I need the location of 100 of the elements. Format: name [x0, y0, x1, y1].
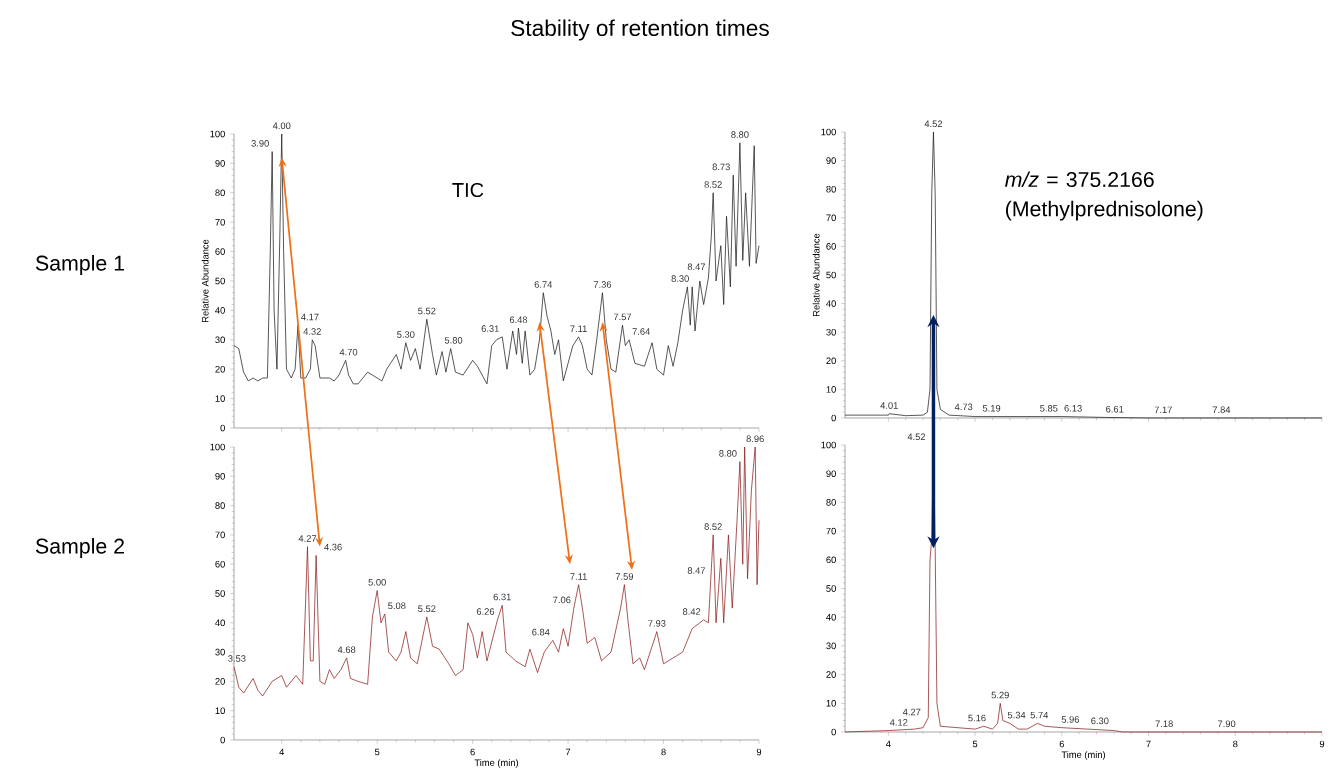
annotation: 4.36 [324, 543, 342, 551]
y-tick-label: 70 [215, 218, 225, 226]
annotation: 6.26 [476, 608, 495, 615]
y-axis-title: Relative Abundance [201, 239, 209, 322]
annotation: 8.80 [719, 450, 737, 457]
annotation: 7.11 [570, 325, 587, 332]
x-tick-label: 6 [470, 748, 475, 756]
y-tick-label: 100 [821, 441, 836, 449]
annotation: 7.18 [1155, 720, 1173, 728]
annotation: 5.19 [982, 405, 1001, 412]
annotation: 6.31 [481, 325, 499, 332]
annotation: 5.52 [418, 605, 436, 612]
annotation: 7.93 [648, 620, 666, 627]
y-tick-label: 100 [210, 130, 225, 138]
y-tick-label: 10 [215, 707, 225, 714]
y-tick-label: 40 [215, 307, 225, 314]
annotation: 6.30 [1091, 717, 1109, 725]
annotation: 8.73 [712, 163, 730, 171]
y-tick-label: 10 [215, 395, 225, 402]
annotation: 7.57 [613, 313, 632, 321]
annotation: 5.74 [1030, 711, 1049, 719]
annotation: 5.96 [1061, 716, 1080, 723]
annotation: 4.17 [301, 313, 319, 321]
y-tick-label: 80 [215, 502, 225, 509]
annotation: 6.31 [493, 593, 511, 601]
annotation: 4.52 [924, 120, 943, 128]
annotation: 4.27 [298, 535, 317, 542]
y-tick-label: 90 [826, 157, 836, 164]
annotation: 4.70 [339, 348, 358, 356]
x-tick-label: 7 [1146, 740, 1151, 748]
annotation: 8.30 [671, 275, 689, 282]
y-tick-label: 50 [826, 271, 836, 279]
y-tick-label: 10 [826, 699, 836, 707]
annotation: TIC [452, 182, 484, 198]
annotation: 6.74 [534, 281, 553, 288]
y-tick-label: 0 [831, 728, 836, 736]
y-tick-label: 70 [826, 527, 836, 535]
annotation: 5.52 [418, 307, 436, 315]
y-tick-label: 50 [826, 585, 836, 592]
y-tick-label: 0 [220, 736, 225, 744]
annotation: 6.13 [1064, 405, 1082, 412]
annotation: 8.96 [746, 435, 764, 443]
x-tick-label: 5 [374, 748, 380, 756]
annotation: 5.29 [991, 691, 1009, 699]
annotation: 5.80 [444, 337, 463, 344]
annotation: 7.06 [553, 596, 571, 604]
annotation: 3.53 [228, 655, 246, 662]
y-tick-label: 30 [215, 336, 225, 344]
annotation: 4.12 [889, 719, 908, 726]
y-tick-label: 20 [215, 365, 225, 373]
x-tick-label: 9 [756, 748, 762, 756]
chart-title: Stability of retention times [511, 19, 769, 41]
annotation: 8.52 [704, 181, 722, 188]
annotation: 7.90 [1218, 720, 1236, 728]
annotation: 7.17 [1154, 406, 1172, 414]
annotation: 4.01 [880, 402, 898, 409]
y-tick-label: 60 [826, 243, 836, 250]
y-tick-label: 30 [826, 328, 836, 336]
annotation: 4.73 [954, 403, 973, 411]
y-tick-label: 90 [215, 160, 225, 167]
y-tick-label: 100 [210, 443, 225, 451]
annotation: 3.90 [251, 140, 269, 147]
y-axis-title: Relative Abundance [812, 233, 820, 316]
y-tick-label: 50 [215, 590, 225, 597]
annotation: 7.84 [1212, 406, 1231, 414]
annotation: 6.48 [509, 316, 528, 324]
y-tick-label: 30 [826, 642, 836, 650]
y-tick-label: 70 [826, 214, 836, 222]
y-tick-label: 20 [826, 357, 836, 365]
y-tick-label: 30 [215, 648, 225, 656]
text: Sample 1 [35, 255, 124, 275]
annotation: 8.47 [687, 567, 706, 574]
annotation: 5.30 [397, 331, 415, 338]
y-tick-label: 60 [215, 560, 225, 568]
annotation: 6.61 [1106, 405, 1124, 413]
y-tick-label: 50 [215, 277, 225, 285]
annotation: 7.64 [632, 328, 650, 335]
y-tick-label: 90 [826, 470, 836, 477]
annotation: 4.32 [303, 328, 321, 335]
x-axis-title: Time (min) [474, 759, 519, 768]
y-tick-label: 20 [215, 678, 225, 685]
x-tick-label: 9 [1319, 740, 1325, 748]
y-tick-label: 40 [826, 300, 836, 307]
annotation: 4.68 [337, 646, 356, 653]
text: Sample 2 [35, 538, 124, 558]
y-tick-label: 0 [220, 424, 225, 432]
x-tick-label: 4 [885, 740, 891, 748]
annotation: 8.42 [682, 608, 701, 615]
y-tick-label: 40 [215, 619, 225, 627]
annotation: 6.84 [532, 628, 550, 636]
y-tick-label: 70 [215, 531, 225, 539]
y-tick-label: 10 [826, 386, 836, 393]
annotation: m/z = 375.2166 (Methylprednisolone) [1005, 171, 1203, 221]
annotation: 8.47 [687, 263, 706, 271]
x-tick-label: 4 [279, 748, 285, 756]
y-tick-label: 80 [826, 185, 836, 193]
y-tick-label: 60 [826, 556, 836, 564]
x-tick-label: 5 [972, 740, 978, 748]
y-tick-label: 60 [215, 248, 225, 255]
y-tick-label: 20 [826, 671, 836, 678]
